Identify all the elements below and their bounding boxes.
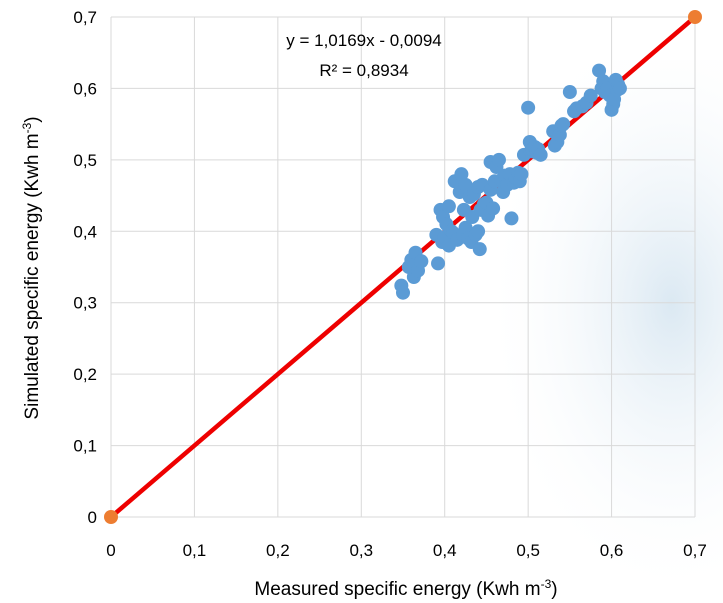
scatter-point <box>514 167 529 182</box>
scatter-point <box>583 88 598 103</box>
scatter-point <box>504 211 519 226</box>
y-tick-label: 0,3 <box>73 294 97 313</box>
y-tick-label: 0,7 <box>73 8 97 27</box>
r-squared-label: R² = 0,8934 <box>319 61 408 80</box>
y-tick-label: 0,6 <box>73 79 97 98</box>
scatter-point <box>414 254 429 269</box>
y-tick-label: 0 <box>88 508 97 527</box>
scatter-point <box>486 201 501 216</box>
gridlines <box>111 16 696 517</box>
y-tick-label: 0,4 <box>73 222 97 241</box>
x-tick-label: 0,1 <box>183 541 207 560</box>
y-axis-title-superscript: -3 <box>20 122 34 133</box>
x-axis-title-text: Measured specific energy (Kwh m <box>254 579 540 600</box>
x-tick-label: 0,6 <box>600 541 624 560</box>
scatter-point <box>612 81 627 96</box>
x-tick-label: 0,4 <box>433 541 457 560</box>
scatter-point <box>556 117 571 132</box>
scatter-point <box>458 177 473 192</box>
regression-equation: y = 1,0169x - 0,0094 <box>286 31 441 50</box>
endpoint-marker <box>688 10 702 24</box>
x-axis-title-end: ) <box>551 579 557 600</box>
y-tick-label: 0,5 <box>73 151 97 170</box>
y-tick-label: 0,1 <box>73 437 97 456</box>
x-tick-label: 0,7 <box>683 541 707 560</box>
scatter-point <box>471 224 486 239</box>
labels: y = 1,0169x - 0,0094 R² = 0,8934 Measure… <box>20 31 558 600</box>
scatter-point <box>562 85 577 99</box>
y-tick-label: 0,2 <box>73 365 97 384</box>
x-tick-label: 0,5 <box>516 541 540 560</box>
scatter-point <box>431 256 446 271</box>
endpoint-markers <box>104 10 702 524</box>
scatter-point <box>533 147 548 162</box>
y-axis-title-end: ) <box>22 116 43 122</box>
scatter-point <box>472 242 487 257</box>
y-axis-title: Simulated specific energy (Kwh m-3) <box>20 116 43 419</box>
scatter-point <box>458 220 473 235</box>
scatter-point <box>491 152 506 167</box>
scatter-point <box>441 199 456 214</box>
scatter-point <box>454 167 469 182</box>
data-points <box>394 63 627 300</box>
scatter-point <box>521 100 536 115</box>
x-tick-label: 0,2 <box>266 541 290 560</box>
endpoint-marker <box>104 510 118 524</box>
x-axis-title: Measured specific energy (Kwh m-3) <box>254 577 557 600</box>
axes: 0 0,1 0,2 0,3 0,4 0,5 0,6 0,7 0 0,1 0,2 0,3 0,4 0,5 0,… <box>73 8 706 560</box>
scatter-point <box>592 63 607 78</box>
y-axis-title-text: Simulated specific energy (Kwh m <box>22 133 43 419</box>
x-tick-label: 0,3 <box>349 541 373 560</box>
x-axis-title-superscript: -3 <box>541 577 552 591</box>
x-tick-label: 0 <box>106 541 115 560</box>
scatter-point <box>396 285 410 300</box>
